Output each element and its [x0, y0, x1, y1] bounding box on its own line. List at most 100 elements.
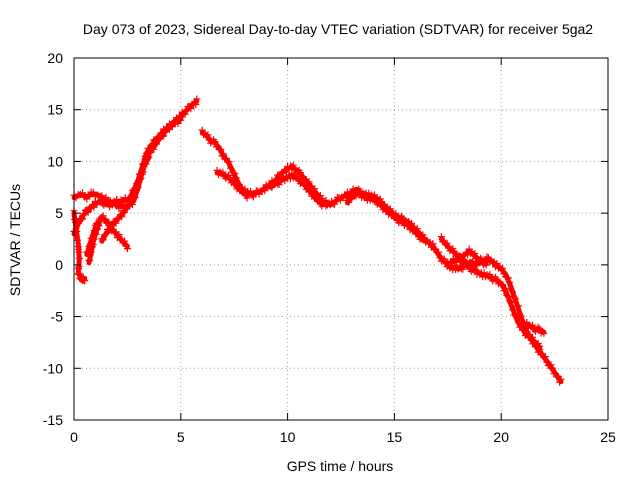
data-point-marker	[121, 237, 129, 245]
data-point-marker	[219, 168, 227, 176]
data-point-marker	[232, 174, 240, 182]
data-point-marker	[136, 175, 144, 183]
plot-frame	[73, 57, 609, 421]
data-point-marker	[275, 181, 283, 188]
data-point-marker	[506, 278, 514, 286]
y-tick-label: 5	[55, 205, 63, 221]
data-point-marker	[89, 232, 97, 240]
x-tick-label: 5	[177, 429, 185, 445]
x-tick-label: 25	[600, 429, 616, 445]
data-point-marker	[247, 187, 255, 195]
data-point-marker	[509, 306, 517, 314]
data-point-marker	[181, 110, 189, 118]
data-point-marker	[217, 146, 225, 153]
axis-ticks: 0 5 10 15 20 25 -15 -10 -5 0 5 10 15 20	[43, 50, 616, 445]
data-point-marker	[90, 227, 98, 235]
data-point-marker	[450, 247, 458, 255]
data-point-marker	[503, 273, 511, 281]
x-tick-label: 10	[280, 429, 296, 445]
y-tick-label: -15	[43, 412, 63, 428]
data-point-marker	[84, 248, 92, 256]
y-tick-label: 20	[47, 50, 63, 66]
data-point-marker	[92, 219, 100, 227]
data-point-marker	[511, 295, 519, 303]
data-point-marker	[220, 150, 227, 158]
data-point-marker	[482, 261, 490, 269]
data-point-marker	[75, 255, 83, 262]
data-point-marker	[301, 180, 309, 188]
data-point-marker	[97, 196, 105, 204]
data-point-marker	[99, 212, 107, 220]
data-point-marker	[202, 132, 210, 140]
data-point-marker	[413, 228, 421, 236]
data-point-marker	[98, 235, 106, 243]
series-trace-c	[70, 207, 89, 285]
data-point-marker	[311, 185, 319, 193]
data-point-marker	[230, 169, 237, 177]
data-point-marker	[503, 291, 511, 299]
data-point-marker	[435, 248, 442, 256]
data-point-marker	[187, 105, 195, 113]
data-point-marker	[557, 375, 565, 383]
chart-title: Day 073 of 2023, Sidereal Day-to-day VTE…	[83, 21, 593, 37]
data-point-marker	[105, 227, 113, 235]
data-point-marker	[77, 216, 85, 224]
data-point-marker	[294, 173, 302, 181]
data-point-marker	[84, 208, 92, 216]
data-point-marker	[443, 239, 451, 247]
data-point-marker	[75, 248, 83, 256]
data-point-marker	[133, 184, 141, 192]
data-point-marker	[146, 146, 153, 153]
data-point-marker	[129, 192, 137, 200]
data-point-marker	[243, 194, 251, 202]
data-point-marker	[99, 236, 107, 244]
data-point-marker	[511, 312, 519, 320]
data-point-marker	[392, 212, 400, 220]
data-point-marker	[514, 302, 522, 310]
data-point-marker	[148, 140, 156, 148]
data-series	[70, 95, 565, 386]
series-trace-g	[198, 126, 330, 210]
data-point-marker	[225, 158, 233, 166]
data-point-marker	[289, 161, 297, 169]
data-point-marker	[227, 164, 235, 172]
data-point-marker	[536, 342, 544, 350]
data-point-marker	[469, 251, 477, 258]
data-point-marker	[74, 236, 82, 244]
data-point-marker	[442, 240, 450, 248]
data-point-marker	[231, 170, 239, 177]
data-point-marker	[378, 201, 386, 209]
data-point-marker	[112, 219, 120, 227]
data-point-marker	[121, 208, 129, 216]
series-trace-e	[98, 153, 153, 244]
data-point-marker	[527, 334, 535, 342]
series-trace-i	[267, 170, 326, 210]
data-point-marker	[510, 293, 518, 301]
data-point-marker	[547, 361, 555, 369]
series-band	[99, 154, 152, 244]
data-point-marker	[318, 202, 326, 210]
y-tick-label: 10	[47, 153, 63, 169]
data-point-marker	[122, 204, 130, 212]
data-point-marker	[98, 192, 106, 200]
data-point-marker	[437, 233, 445, 241]
data-point-marker	[471, 250, 479, 257]
data-point-marker	[408, 222, 415, 230]
data-point-marker	[158, 131, 166, 139]
data-point-marker	[541, 353, 549, 361]
data-point-marker	[296, 169, 304, 177]
data-point-marker	[79, 215, 86, 223]
data-point-marker	[79, 189, 86, 197]
data-point-marker	[108, 222, 116, 230]
series-trace-k	[343, 188, 428, 244]
data-point-marker	[111, 229, 119, 237]
data-point-marker	[86, 240, 94, 248]
y-tick-label: 15	[47, 102, 63, 118]
x-tick-label: 15	[387, 429, 403, 445]
data-point-marker	[123, 245, 131, 253]
data-point-marker	[534, 323, 542, 331]
data-point-marker	[177, 116, 185, 124]
data-point-marker	[429, 240, 437, 248]
data-point-marker	[71, 218, 79, 226]
data-point-marker	[420, 236, 428, 244]
